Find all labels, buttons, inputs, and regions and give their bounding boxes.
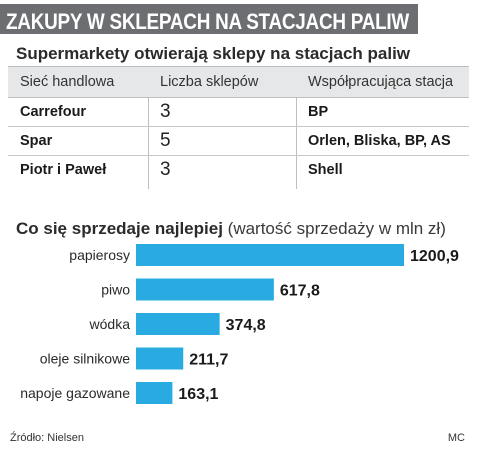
table-header-row: Sieć handlowa Liczba sklepów Współpracuj… xyxy=(8,66,469,98)
bar xyxy=(136,278,274,301)
table-divider-2 xyxy=(296,66,297,189)
cell-count: 5 xyxy=(160,130,171,151)
col-header-station: Współpracująca stacja xyxy=(308,74,454,90)
source-note: Źródło: Nielsen xyxy=(10,432,84,444)
bar xyxy=(136,347,184,370)
col-header-count: Liczba sklepów xyxy=(160,74,259,90)
table-row: Spar 5 Orlen, Bliska, BP, AS xyxy=(8,127,469,156)
cell-station: Shell xyxy=(308,162,343,178)
chart-subtitle: (wartość sprzedaży w mln zł) xyxy=(227,219,446,238)
cell-station: Orlen, Bliska, BP, AS xyxy=(308,133,451,149)
cell-count: 3 xyxy=(160,101,171,122)
value-label: 374,8 xyxy=(226,317,266,334)
table-row: Piotr i Paweł 3 Shell xyxy=(8,156,469,184)
cell-network: Spar xyxy=(20,133,53,149)
value-label: 1200,9 xyxy=(410,248,459,265)
category-label: piwo xyxy=(101,282,130,298)
bar xyxy=(136,313,220,335)
category-label: napoje gazowane xyxy=(20,385,130,401)
category-label: papierosy xyxy=(69,247,130,263)
table-divider-1 xyxy=(148,66,149,189)
cell-network: Piotr i Paweł xyxy=(20,162,107,178)
credit-note: MC xyxy=(447,432,465,444)
cell-network: Carrefour xyxy=(20,104,87,120)
col-header-network: Sieć handlowa xyxy=(20,74,115,90)
title-band: ZAKUPY W SKLEPACH NA STACJACH PALIW xyxy=(0,4,418,34)
stores-table: Sieć handlowa Liczba sklepów Współpracuj… xyxy=(8,66,469,184)
category-label: wódka xyxy=(89,316,131,332)
category-label: oleje silnikowe xyxy=(40,351,130,367)
chart-title: Co się sprzedaje najlepiej xyxy=(16,219,223,238)
cell-station: BP xyxy=(308,104,329,120)
table-row: Carrefour 3 BP xyxy=(8,98,469,127)
value-label: 211,7 xyxy=(189,352,228,369)
bar xyxy=(136,244,404,266)
value-label: 163,1 xyxy=(178,386,218,403)
page-title: ZAKUPY W SKLEPACH NA STACJACH PALIW xyxy=(6,9,410,34)
bar xyxy=(136,382,173,404)
value-label: 617,8 xyxy=(280,283,320,300)
table-title: Supermarkety otwierają sklepy na stacjac… xyxy=(16,44,411,63)
chart-title-line: Co się sprzedaje najlepiej (wartość sprz… xyxy=(16,219,446,239)
cell-count: 3 xyxy=(160,159,171,180)
sales-bar-chart: papierosy 1200,9 piwo 617,8 wódka 374,8 oleje … xyxy=(20,244,459,404)
